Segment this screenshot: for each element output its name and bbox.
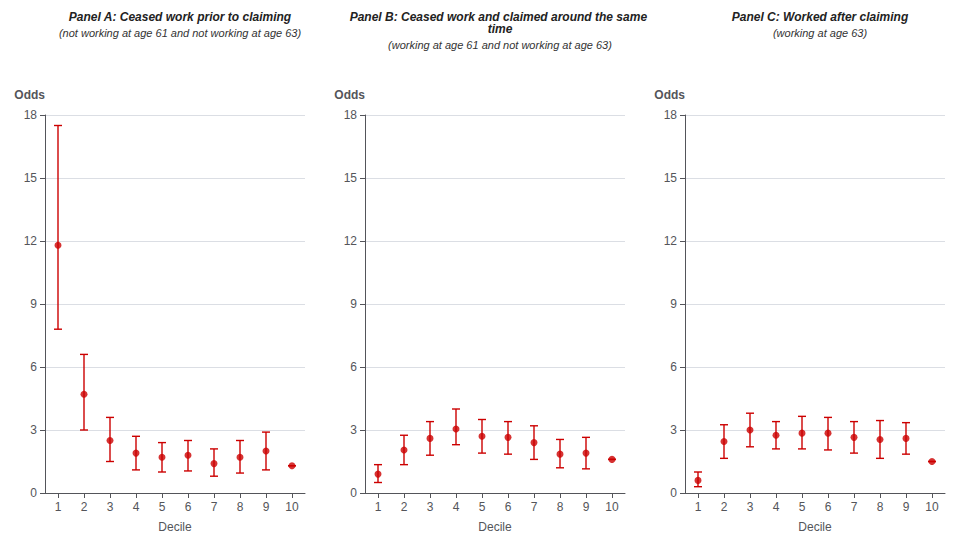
svg-text:8: 8 — [237, 500, 244, 514]
svg-text:Decile: Decile — [158, 520, 192, 534]
svg-text:Panel C: Worked after claiming: Panel C: Worked after claiming — [732, 10, 909, 24]
svg-text:4: 4 — [133, 500, 140, 514]
svg-text:0: 0 — [30, 486, 37, 500]
svg-text:7: 7 — [851, 500, 858, 514]
svg-text:10: 10 — [605, 500, 619, 514]
svg-text:15: 15 — [344, 171, 358, 185]
svg-text:Odds: Odds — [14, 88, 45, 102]
svg-text:Decile: Decile — [798, 520, 832, 534]
svg-text:4: 4 — [453, 500, 460, 514]
svg-text:18: 18 — [24, 108, 38, 122]
svg-text:18: 18 — [664, 108, 678, 122]
svg-text:1: 1 — [375, 500, 382, 514]
svg-text:9: 9 — [263, 500, 270, 514]
svg-text:6: 6 — [505, 500, 512, 514]
svg-text:9: 9 — [903, 500, 910, 514]
svg-text:9: 9 — [670, 297, 677, 311]
svg-text:6: 6 — [825, 500, 832, 514]
svg-text:5: 5 — [159, 500, 166, 514]
svg-text:Odds: Odds — [654, 88, 685, 102]
svg-text:9: 9 — [583, 500, 590, 514]
svg-text:3: 3 — [30, 423, 37, 437]
svg-text:15: 15 — [664, 171, 678, 185]
svg-text:9: 9 — [350, 297, 357, 311]
svg-text:18: 18 — [344, 108, 358, 122]
svg-text:7: 7 — [211, 500, 218, 514]
svg-text:(not working at age 61 and not: (not working at age 61 and not working a… — [59, 27, 301, 39]
svg-text:1: 1 — [55, 500, 62, 514]
svg-text:Panel B: Ceased work and claim: Panel B: Ceased work and claimed around … — [349, 10, 651, 24]
svg-text:15: 15 — [24, 171, 38, 185]
svg-text:3: 3 — [747, 500, 754, 514]
svg-text:2: 2 — [721, 500, 728, 514]
svg-text:time: time — [488, 22, 513, 36]
svg-text:0: 0 — [350, 486, 357, 500]
svg-text:5: 5 — [799, 500, 806, 514]
svg-text:4: 4 — [773, 500, 780, 514]
svg-text:5: 5 — [479, 500, 486, 514]
svg-text:Panel A: Ceased work prior to: Panel A: Ceased work prior to claiming — [69, 10, 292, 24]
svg-text:0: 0 — [670, 486, 677, 500]
svg-text:12: 12 — [24, 234, 38, 248]
svg-text:Decile: Decile — [478, 520, 512, 534]
svg-text:1: 1 — [695, 500, 702, 514]
svg-text:3: 3 — [107, 500, 114, 514]
svg-text:3: 3 — [427, 500, 434, 514]
svg-text:6: 6 — [30, 360, 37, 374]
svg-text:6: 6 — [670, 360, 677, 374]
svg-text:8: 8 — [557, 500, 564, 514]
svg-text:12: 12 — [344, 234, 358, 248]
svg-text:3: 3 — [350, 423, 357, 437]
svg-text:10: 10 — [925, 500, 939, 514]
svg-text:3: 3 — [670, 423, 677, 437]
svg-text:7: 7 — [531, 500, 538, 514]
svg-text:(working at age 63): (working at age 63) — [773, 27, 867, 39]
svg-text:8: 8 — [877, 500, 884, 514]
svg-text:2: 2 — [81, 500, 88, 514]
svg-text:6: 6 — [185, 500, 192, 514]
svg-text:12: 12 — [664, 234, 678, 248]
svg-text:(working at age 61 and not wor: (working at age 61 and not working at ag… — [388, 39, 612, 51]
svg-text:Odds: Odds — [334, 88, 365, 102]
svg-text:10: 10 — [285, 500, 299, 514]
svg-text:6: 6 — [350, 360, 357, 374]
svg-text:2: 2 — [401, 500, 408, 514]
svg-text:9: 9 — [30, 297, 37, 311]
